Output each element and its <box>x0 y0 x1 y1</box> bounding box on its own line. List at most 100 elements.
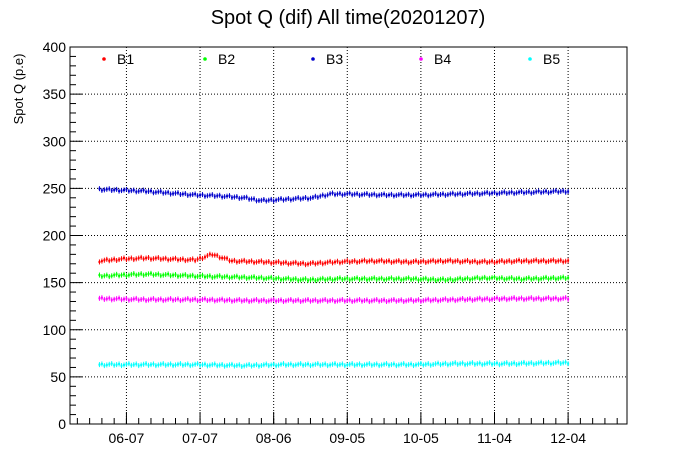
data-point <box>518 191 521 194</box>
data-point <box>500 259 503 262</box>
data-point <box>307 198 310 201</box>
data-point <box>316 278 319 281</box>
data-point <box>486 362 489 365</box>
data-point <box>324 362 327 365</box>
data-point <box>142 363 145 366</box>
data-point <box>446 299 449 302</box>
data-point <box>282 199 285 202</box>
data-point <box>191 193 194 196</box>
y-tick-label: 100 <box>43 322 67 338</box>
data-point <box>552 297 555 300</box>
data-point <box>483 298 486 301</box>
data-point <box>196 258 199 261</box>
data-point <box>562 297 565 300</box>
data-point <box>429 260 432 263</box>
y-axis-title: Spot Q (p.e) <box>11 54 26 125</box>
data-point <box>422 299 425 302</box>
data-point <box>400 192 403 195</box>
data-point <box>265 261 268 264</box>
data-point <box>223 195 226 198</box>
data-point <box>270 262 273 265</box>
data-point <box>316 300 319 303</box>
data-point <box>294 363 297 366</box>
data-point <box>348 261 351 264</box>
data-point <box>495 260 498 263</box>
data-point <box>505 192 508 195</box>
data-point <box>473 298 476 301</box>
data-point <box>527 276 530 279</box>
data-point <box>378 259 381 262</box>
data-point <box>235 299 238 302</box>
y-tick-label: 50 <box>50 369 66 385</box>
data-point <box>451 192 454 195</box>
data-point <box>456 259 459 262</box>
data-point <box>500 297 503 300</box>
data-point <box>535 297 538 300</box>
data-point <box>466 277 469 280</box>
data-point <box>358 278 361 281</box>
data-point <box>162 192 165 195</box>
data-point <box>441 277 444 280</box>
data-point <box>383 260 386 263</box>
data-point <box>319 364 322 367</box>
data-point <box>358 260 361 263</box>
data-point <box>395 277 398 280</box>
data-point <box>481 277 484 280</box>
data-point <box>522 192 525 195</box>
data-point <box>360 277 363 280</box>
data-point <box>110 258 113 261</box>
data-point <box>319 299 322 302</box>
data-point <box>446 193 449 196</box>
data-point <box>98 363 101 366</box>
data-point <box>324 195 327 198</box>
data-point <box>370 364 373 367</box>
data-point <box>179 193 182 196</box>
data-point <box>181 364 184 367</box>
data-point <box>527 362 530 365</box>
data-point <box>380 277 383 280</box>
data-point <box>414 259 417 262</box>
data-point <box>491 298 494 301</box>
data-point <box>282 300 285 303</box>
data-point <box>513 260 516 263</box>
data-point <box>115 259 118 262</box>
data-point <box>326 278 329 281</box>
data-point <box>110 362 113 365</box>
data-point <box>149 189 152 192</box>
data-point <box>157 298 160 301</box>
data-point <box>186 194 189 197</box>
data-point <box>331 363 334 366</box>
data-point <box>547 260 550 263</box>
data-point <box>142 274 145 277</box>
data-point <box>98 187 101 190</box>
data-point <box>230 259 233 262</box>
data-point <box>191 257 194 260</box>
data-point <box>260 259 263 262</box>
data-point <box>341 298 344 301</box>
data-point <box>245 277 248 280</box>
data-point <box>110 274 113 277</box>
data-point <box>172 257 175 260</box>
data-point <box>211 276 214 279</box>
data-point <box>329 260 332 263</box>
data-point <box>378 277 381 280</box>
data-point <box>149 272 152 275</box>
data-point <box>417 298 420 301</box>
data-point <box>159 258 162 261</box>
data-point <box>304 299 307 302</box>
data-point <box>567 276 570 279</box>
data-point <box>491 276 494 279</box>
data-point <box>248 363 251 366</box>
data-point <box>392 278 395 281</box>
data-point <box>167 273 170 276</box>
data-point <box>213 363 216 366</box>
data-point <box>353 364 356 367</box>
data-point <box>444 260 447 263</box>
grid <box>70 47 627 424</box>
data-point <box>240 276 243 279</box>
data-point <box>199 256 202 259</box>
data-point <box>540 361 543 364</box>
data-point <box>272 199 275 202</box>
data-point <box>547 361 550 364</box>
data-point <box>297 363 300 366</box>
